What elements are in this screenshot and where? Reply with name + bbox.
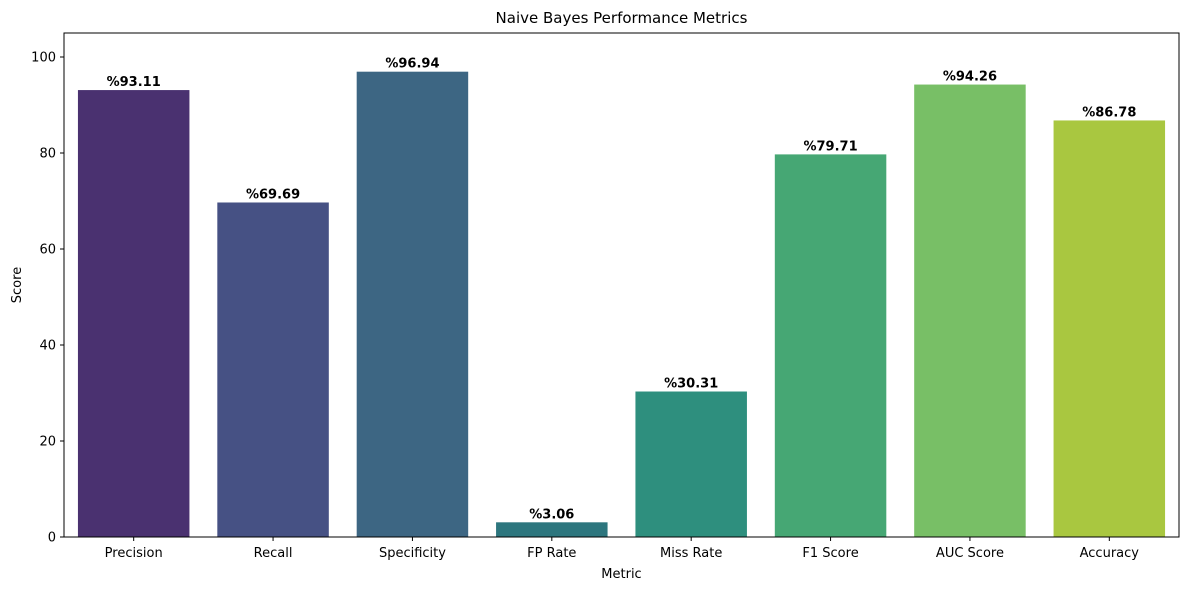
x-tick-label: FP Rate	[527, 546, 576, 561]
bar-recall	[217, 202, 329, 537]
data-label: %93.11	[107, 75, 161, 90]
data-label: %86.78	[1082, 105, 1136, 120]
y-axis-label: Score	[10, 267, 25, 303]
x-axis-ticks: Precision Recall Specificity FP Rate Miss Ra…	[105, 537, 1140, 561]
x-tick-label: Precision	[105, 546, 163, 561]
y-tick-label: 40	[39, 339, 56, 354]
x-tick-label: Specificity	[379, 546, 446, 561]
bar-fp-rate	[496, 522, 608, 537]
bar-auc-score	[914, 84, 1026, 537]
data-label: %94.26	[943, 70, 997, 85]
y-tick-label: 20	[39, 435, 56, 450]
x-tick-label: AUC Score	[936, 546, 1004, 561]
y-tick-label: 60	[39, 243, 56, 258]
y-tick-label: 0	[48, 531, 56, 546]
bar-specificity	[356, 71, 469, 538]
y-axis-ticks: 0 20 40 60 80 100	[31, 51, 64, 546]
bar-f1-score	[774, 154, 887, 537]
x-tick-label: Accuracy	[1080, 546, 1140, 561]
bar-accuracy	[1053, 120, 1166, 538]
bar-precision	[77, 90, 190, 538]
data-label: %96.94	[385, 57, 439, 72]
data-label: %69.69	[246, 187, 300, 202]
plot-frame	[63, 32, 1180, 538]
data-label: %30.31	[664, 377, 718, 392]
x-tick-label: Miss Rate	[660, 546, 722, 561]
data-label: %79.71	[803, 139, 857, 154]
data-label: %3.06	[529, 507, 574, 522]
bar-miss-rate	[635, 391, 747, 537]
y-tick-label: 100	[31, 51, 56, 66]
x-axis-label: Metric	[601, 567, 641, 582]
x-tick-label: F1 Score	[802, 546, 858, 561]
x-tick-label: Recall	[254, 546, 293, 561]
y-tick-label: 80	[39, 147, 56, 162]
bars-layer	[77, 71, 1166, 538]
data-labels-layer: %93.11 %69.69 %96.94 %3.06 %30.31 %79.71 %94.2…	[107, 57, 1137, 523]
chart-title: Naive Bayes Performance Metrics	[496, 9, 748, 27]
